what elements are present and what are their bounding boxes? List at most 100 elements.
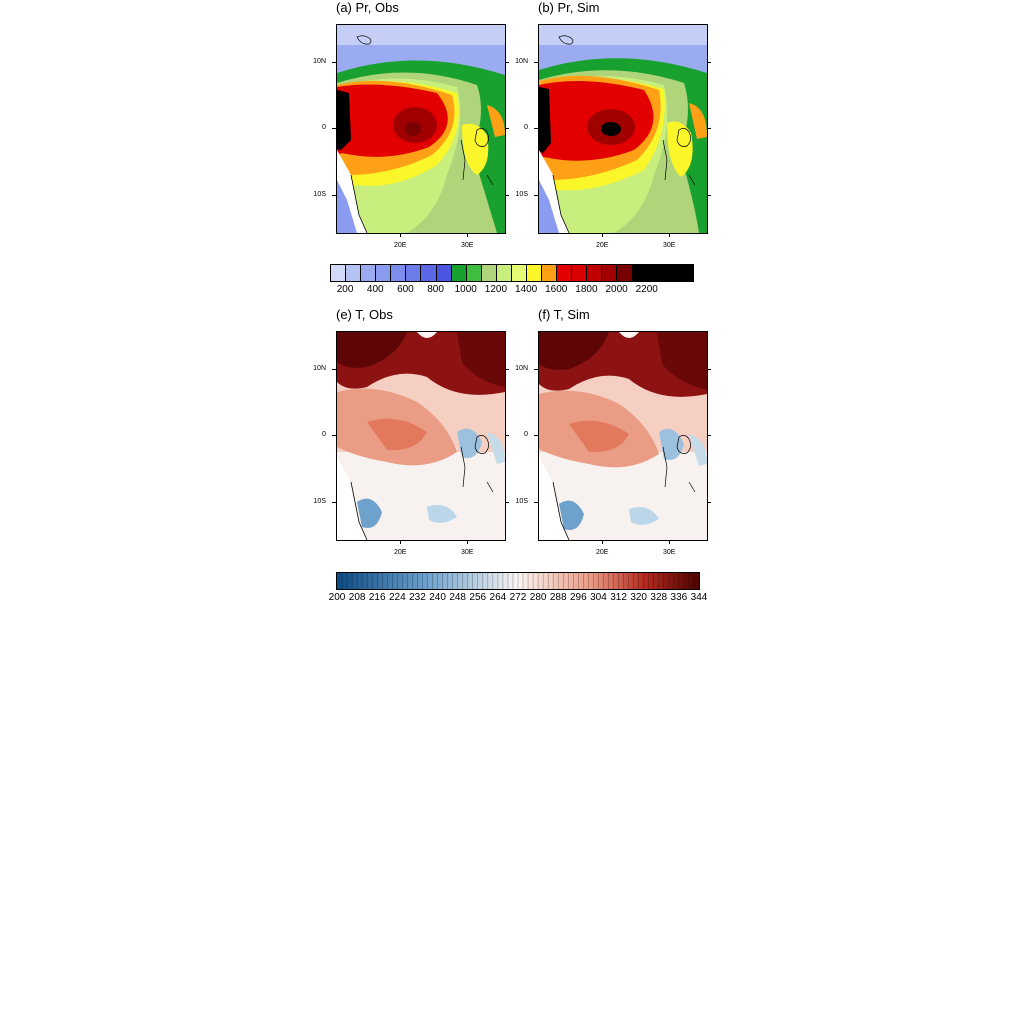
colorbar-label: 344 [690,592,708,603]
panel-title: (e) T, Obs [336,307,393,322]
panel-title: (f) T, Sim [538,307,590,322]
tick-mark [505,435,509,436]
tick-mark [332,369,336,370]
colorbar-cell [511,265,528,281]
lat-label: 10N [313,58,326,65]
tick-mark [400,233,401,237]
colorbar-label: 800 [427,284,444,295]
colorbar-cell [527,265,543,281]
precip-contour-map [539,25,707,233]
lon-label: 20E [394,242,407,249]
colorbar-cell [376,265,392,281]
colorbar-label: 1600 [545,284,568,295]
panel-pr-obs: (a) Pr, Obs 10N 0 10S [313,0,509,249]
colorbar-label: 2000 [605,284,628,295]
colorbar-label: 216 [368,592,386,603]
tick-mark [534,502,538,503]
tick-mark [467,233,468,237]
panel-t-obs: (e) T, Obs 10N 0 10S 20E 30E [313,307,509,556]
lon-label: 30E [461,242,474,249]
lon-label: 20E [596,242,609,249]
lat-label: 0 [322,431,326,438]
lon-label: 30E [663,549,676,556]
colorbar-cell [572,265,588,281]
colorbar-cell [391,265,407,281]
colorbar-cell [346,265,362,281]
colorbar-cell [436,265,452,281]
tick-mark [669,540,670,544]
temp-map-sim [538,331,708,541]
panel-title: (b) Pr, Sim [538,0,600,15]
tick-mark [534,128,538,129]
tick-mark [707,128,711,129]
colorbar-cell [542,265,558,281]
temp-map-obs [336,331,506,541]
precip-colorbar [330,264,694,282]
colorbar-label: 1000 [454,284,477,295]
panel-t-sim: (f) T, Sim 10N 0 10S 20E 30E [515,307,711,556]
colorbar-label: 304 [590,592,607,603]
precip-map-obs [336,24,506,234]
tick-mark [707,369,711,370]
colorbar-label: 336 [670,592,688,603]
colorbar-label: 200 [336,284,354,295]
colorbar-label: 248 [449,592,466,603]
tick-mark [332,128,336,129]
colorbar-label: 200 [328,592,346,603]
tick-mark [602,540,603,544]
tick-mark [707,502,711,503]
tick-mark [534,62,538,63]
tick-mark [669,233,670,237]
colorbar-cell [361,265,377,281]
panel-pr-sim: (b) Pr, Sim 10N 0 10S [515,0,711,249]
tick-mark [707,195,711,196]
colorbar-label: 208 [348,592,366,603]
colorbar-cell [481,265,497,281]
colorbar-label: 272 [509,592,527,603]
lon-label: 30E [461,549,474,556]
lon-label: 20E [394,549,407,556]
colorbar-label: 1800 [575,284,598,295]
colorbar-cell [602,265,618,281]
tick-mark [332,62,336,63]
colorbar-cell [421,265,437,281]
colorbar-label: 240 [429,592,446,603]
tick-mark [505,502,509,503]
colorbar-cell [331,265,347,281]
colorbar-cell [677,265,693,281]
lat-label: 10N [313,365,326,372]
colorbar-cell [466,265,482,281]
colorbar-label: 288 [549,592,567,603]
colorbar-label: 256 [469,592,487,603]
lat-label: 10S [313,191,326,198]
temp-contour-map [539,332,707,540]
tick-mark [707,435,711,436]
tick-mark [505,62,509,63]
panel-title: (a) Pr, Obs [336,0,399,15]
tick-mark [505,128,509,129]
tick-mark [400,540,401,544]
colorbar-cell [662,265,678,281]
temp-colorbar-lines [341,573,695,589]
tick-mark [505,369,509,370]
lat-label: 10N [515,365,528,372]
temp-contour-map [337,332,505,540]
tick-mark [467,540,468,544]
colorbar-label: 264 [489,592,507,603]
colorbar-label: 280 [529,592,547,603]
colorbar-cell [587,265,603,281]
lat-label: 10S [515,498,528,505]
lat-label: 10S [313,498,326,505]
colorbar-cell [496,265,512,281]
tick-mark [332,502,336,503]
colorbar-label: 1200 [484,284,508,295]
colorbar-label: 400 [366,284,384,295]
colorbar-label: 224 [388,592,406,603]
lat-label: 10N [515,58,528,65]
colorbar-cell [617,265,633,281]
tick-mark [332,195,336,196]
lon-label: 20E [596,549,609,556]
tick-mark [602,233,603,237]
colorbar-label: 328 [650,592,668,603]
tick-mark [505,195,509,196]
